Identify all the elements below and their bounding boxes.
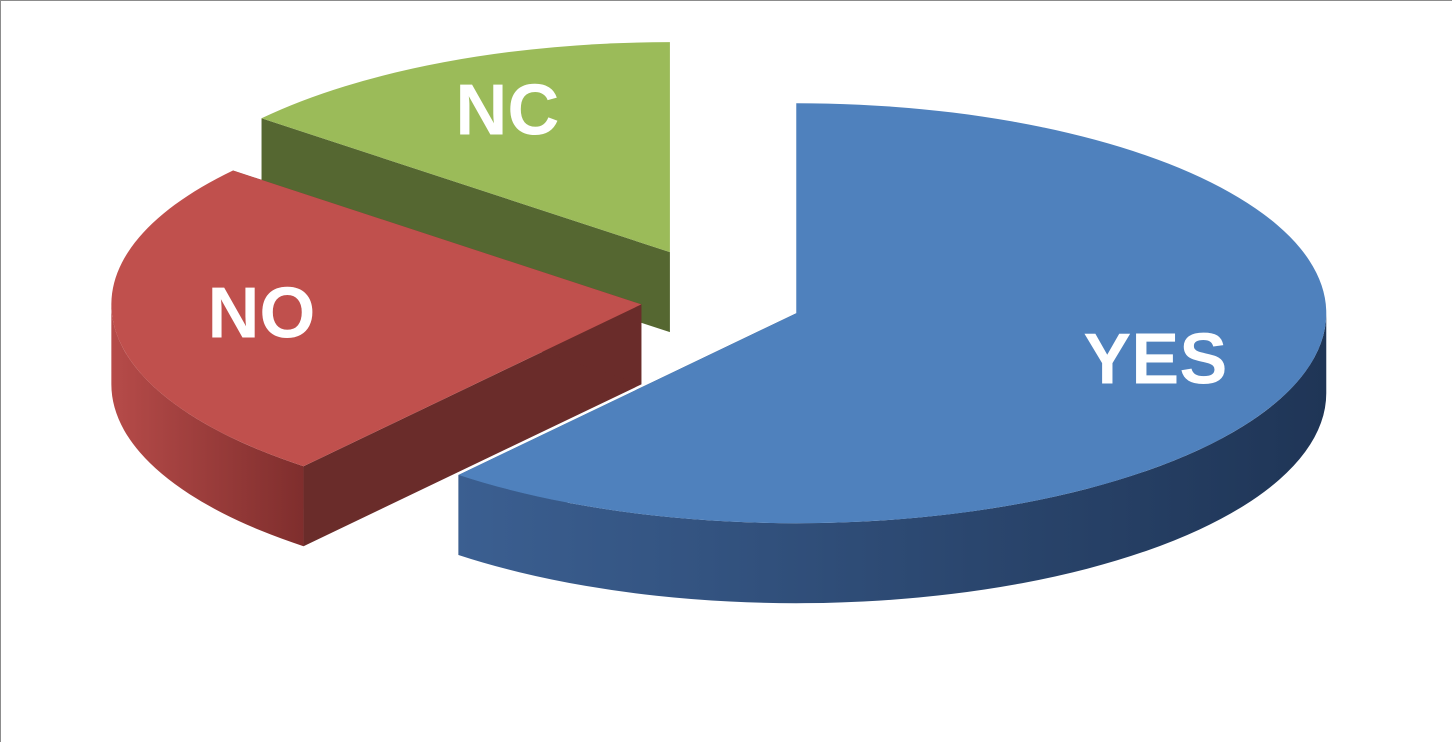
pie-slice-yes	[458, 103, 1327, 604]
pie-slice-no	[111, 170, 642, 547]
slice-label-yes: YES	[1083, 319, 1227, 399]
pie-slice-side	[111, 304, 304, 547]
pie-slice-side	[458, 313, 1327, 604]
pie-slice-top	[261, 42, 670, 253]
pie-slice-wall-start	[303, 304, 642, 547]
pie-slice-wall-start	[261, 118, 670, 333]
slices-layer	[111, 42, 1327, 604]
labels-layer: NC NO YES	[207, 70, 1227, 399]
pie-slice-nc	[261, 42, 670, 333]
pie-slice-top	[458, 103, 1327, 524]
pie-slice-top	[111, 170, 642, 467]
slice-label-nc: NC	[455, 70, 559, 150]
slice-label-no: NO	[207, 274, 315, 354]
